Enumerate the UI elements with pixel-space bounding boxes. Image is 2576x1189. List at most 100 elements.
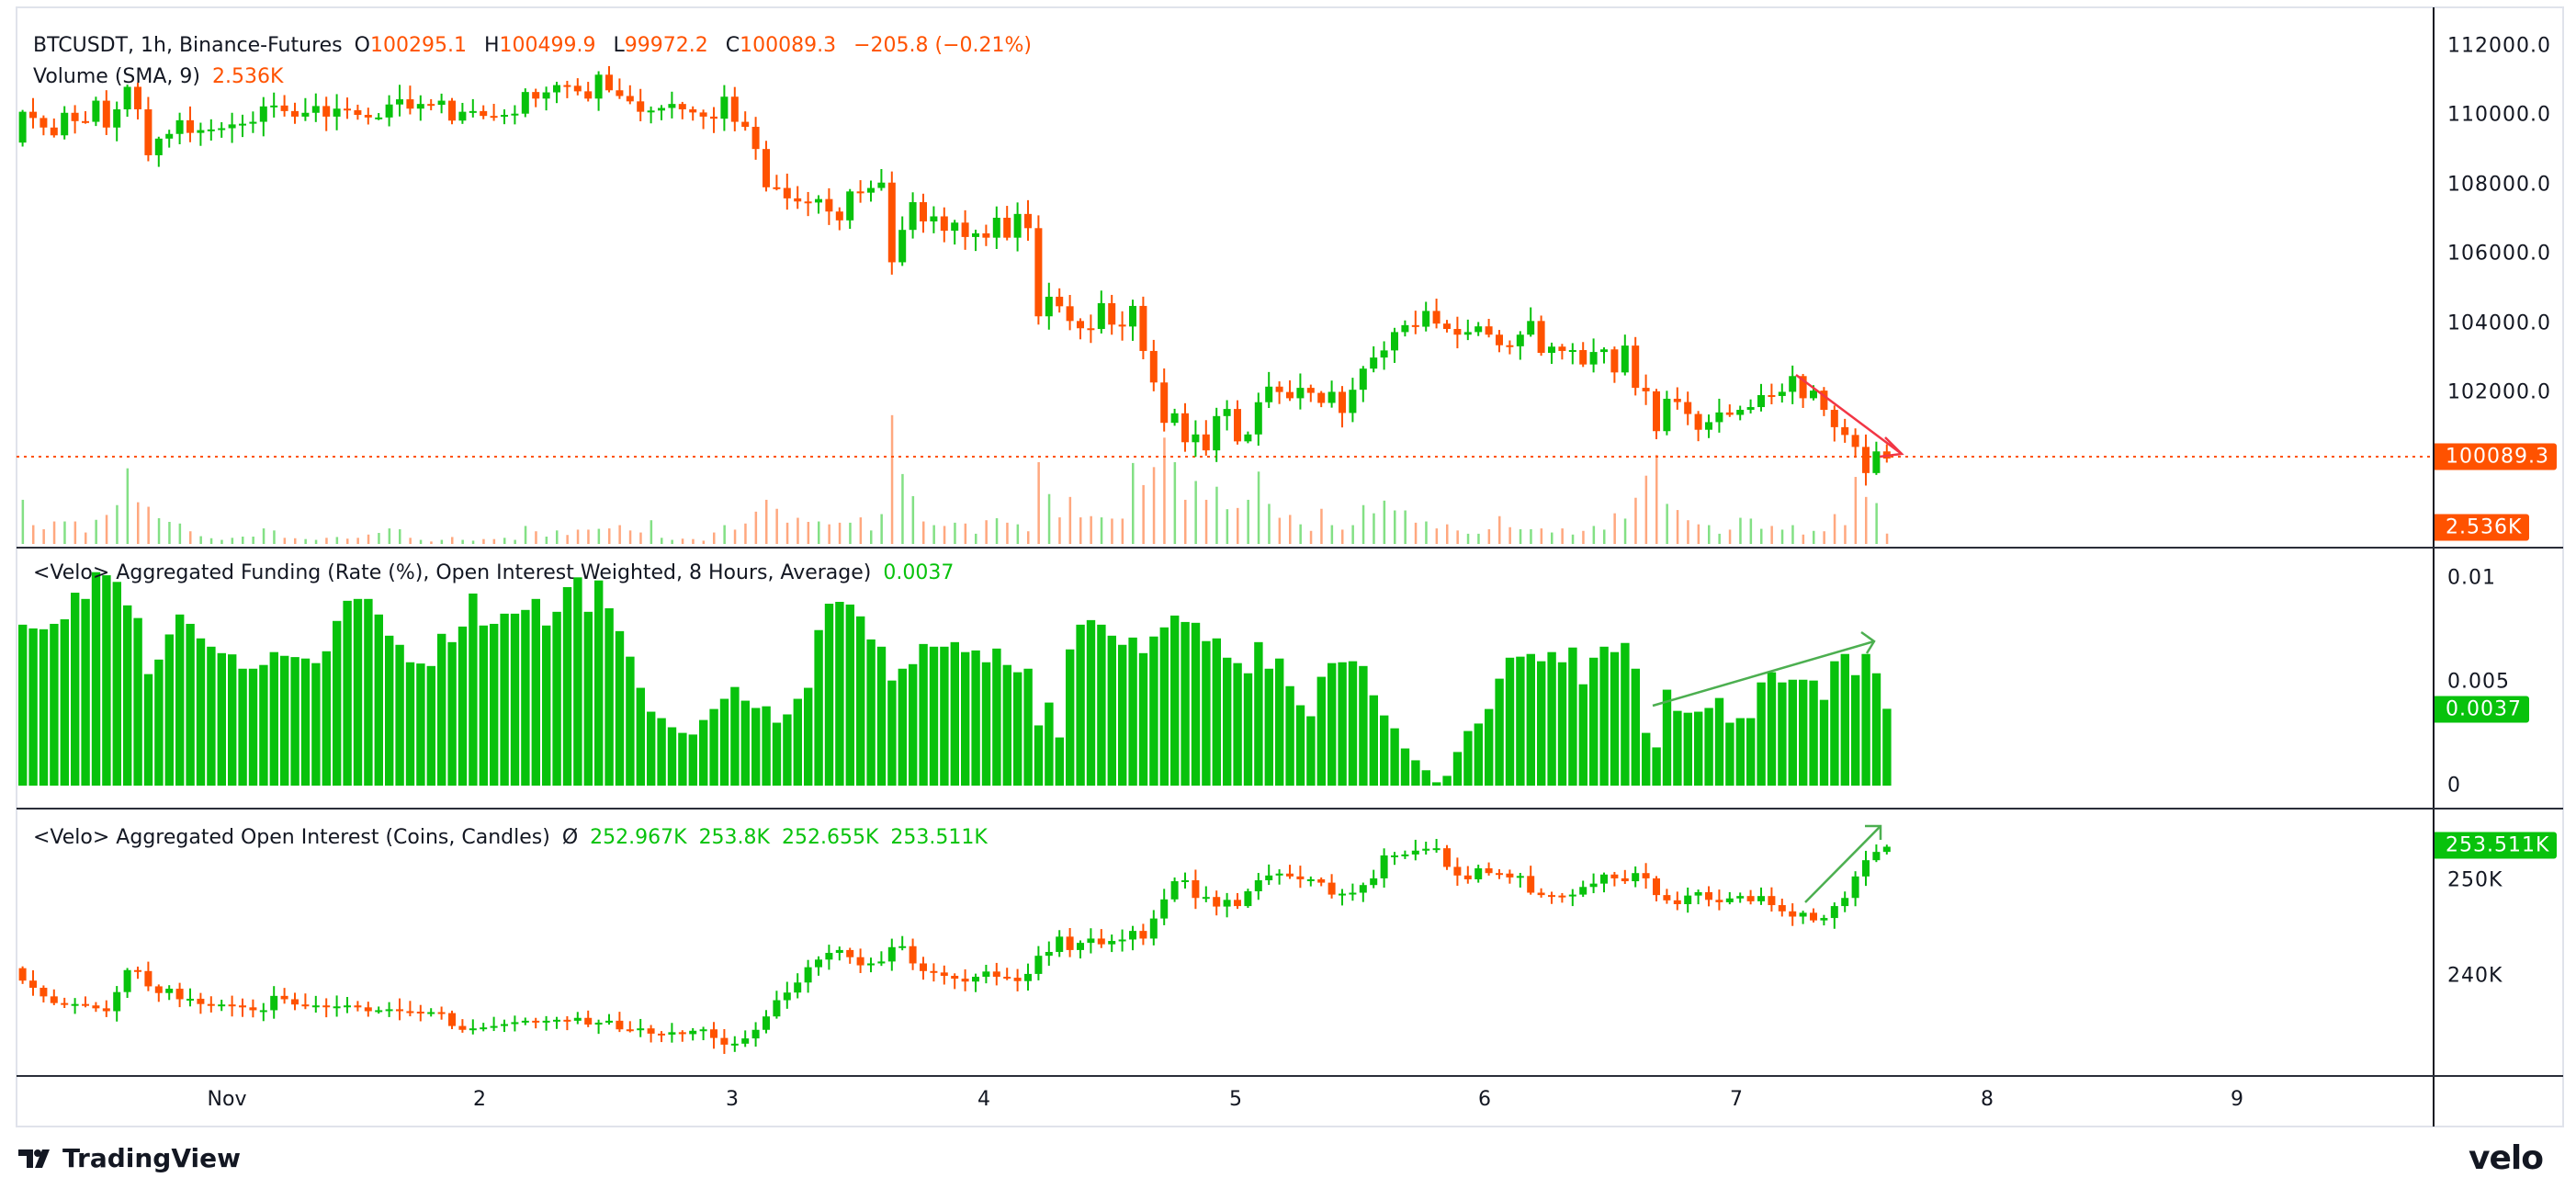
oi-candle [364, 1002, 372, 1017]
oi-candle-body [1432, 848, 1441, 851]
oi-candle [1265, 864, 1273, 886]
oi-candle-body [406, 1011, 414, 1013]
funding-bar [1547, 651, 1556, 786]
volume-bar [1163, 437, 1166, 544]
oi-candle-body [763, 1016, 770, 1030]
price-candle-body [720, 96, 729, 119]
symbol-legend[interactable]: BTCUSDT, 1h, Binance-Futures O100295.1 H… [33, 33, 1037, 59]
funding-bar [909, 663, 918, 786]
oi-up-arrow[interactable] [1804, 824, 1882, 903]
volume-bar [975, 533, 977, 544]
time-label: 8 [1981, 1088, 1994, 1111]
oi-candle-body [18, 968, 27, 981]
price-candle-body [1443, 323, 1451, 330]
volume-legend[interactable]: Volume (SMA, 9) 2.536K [33, 64, 288, 90]
price-down-arrow[interactable] [1795, 373, 1904, 459]
oi-candle-body [573, 1017, 582, 1021]
oi-candle-body [228, 1004, 236, 1007]
funding-bar [772, 722, 782, 786]
price-candle [626, 85, 634, 105]
oi-title[interactable]: <Velo> Aggregated Open Interest (Coins, … [33, 826, 550, 849]
price-candle-body [1527, 321, 1535, 335]
price-candle [1463, 319, 1472, 341]
trend-arrows[interactable] [1652, 373, 1904, 903]
funding-bar [1463, 730, 1473, 786]
price-candle [406, 85, 414, 115]
volume-bar [1204, 499, 1208, 544]
volume-bar [995, 517, 999, 544]
volume-bar [1373, 513, 1375, 544]
price-candle-body [458, 111, 467, 121]
oi-candle [123, 968, 131, 999]
price-candle [1851, 428, 1859, 459]
oi-candle-body [1789, 911, 1797, 917]
oi-candle-body [239, 1005, 246, 1008]
funding-bar [28, 628, 38, 786]
oi-candle [763, 1010, 770, 1034]
oi-candle [480, 1023, 488, 1032]
oi-candle [1589, 873, 1598, 894]
funding-legend[interactable]: <Velo> Aggregated Funding (Rate (%), Ope… [33, 561, 959, 586]
last-price-badge: 100089.3 [2435, 443, 2557, 470]
price-candle [1306, 384, 1315, 402]
funding-bar [583, 611, 593, 786]
oi-candle-body [815, 959, 822, 968]
funding-bar [426, 665, 435, 786]
price-candle [207, 119, 215, 141]
oi-candle-body [1149, 918, 1158, 939]
price-candle-body [1485, 326, 1493, 335]
tradingview-logo[interactable]: TradingView [18, 1143, 241, 1173]
price-candle [647, 106, 655, 124]
funding-bar [1118, 644, 1127, 786]
oi-candle-body [1694, 892, 1702, 896]
funding-bar [992, 648, 1001, 786]
volume-bar [1414, 522, 1418, 544]
oi-candle-body [835, 949, 843, 954]
price-candle [1380, 341, 1388, 370]
price-candle-body [1149, 350, 1158, 383]
oi-candle-body [1296, 876, 1305, 879]
price-candle-body [322, 106, 331, 117]
price-candle [1746, 399, 1755, 413]
price-candle-body [992, 217, 1000, 238]
oi-candle-body [825, 953, 833, 960]
price-candle [730, 86, 739, 131]
volume-bar [1603, 529, 1606, 544]
price-candle [1286, 379, 1294, 402]
price-candle-body [437, 100, 446, 106]
oi-candle [1202, 886, 1210, 902]
volume-bar [440, 539, 444, 544]
price-candle [867, 180, 875, 202]
oi-candle [794, 973, 802, 999]
oi-candle [165, 985, 174, 1001]
oi-candle [730, 1036, 739, 1052]
price-candle-body [930, 216, 938, 221]
funding-bar [1223, 657, 1232, 786]
funding-bar [1830, 661, 1839, 786]
price-candle-body [165, 133, 174, 139]
oi-candle [270, 986, 278, 1019]
oi-candle-body [1851, 876, 1859, 899]
volume-bar [147, 506, 150, 544]
oi-candle-body [1621, 878, 1629, 882]
price-candle-body [154, 138, 163, 155]
funding-title[interactable]: <Velo> Aggregated Funding (Rate (%), Ope… [33, 561, 872, 584]
oi-candle [1537, 888, 1545, 898]
price-candle-body [1118, 324, 1126, 327]
funding-bar [164, 634, 174, 786]
price-tick: 110000.0 [2447, 103, 2551, 127]
price-candle [1317, 391, 1326, 408]
price-candle [1244, 431, 1252, 444]
price-candle [259, 96, 267, 137]
oi-legend[interactable]: <Velo> Aggregated Open Interest (Coins, … [33, 825, 993, 851]
oi-candle-body [1066, 936, 1074, 950]
price-candle [825, 187, 833, 225]
volume-bar [461, 539, 464, 544]
symbol-title[interactable]: BTCUSDT, 1h, Binance-Futures [33, 34, 343, 57]
funding-up-arrow[interactable] [1652, 630, 1876, 708]
price-candle-body [71, 112, 79, 121]
open-interest-candles [18, 839, 1891, 1054]
volume-title[interactable]: Volume (SMA, 9) [33, 65, 200, 88]
oi-candle-body [71, 1003, 79, 1006]
